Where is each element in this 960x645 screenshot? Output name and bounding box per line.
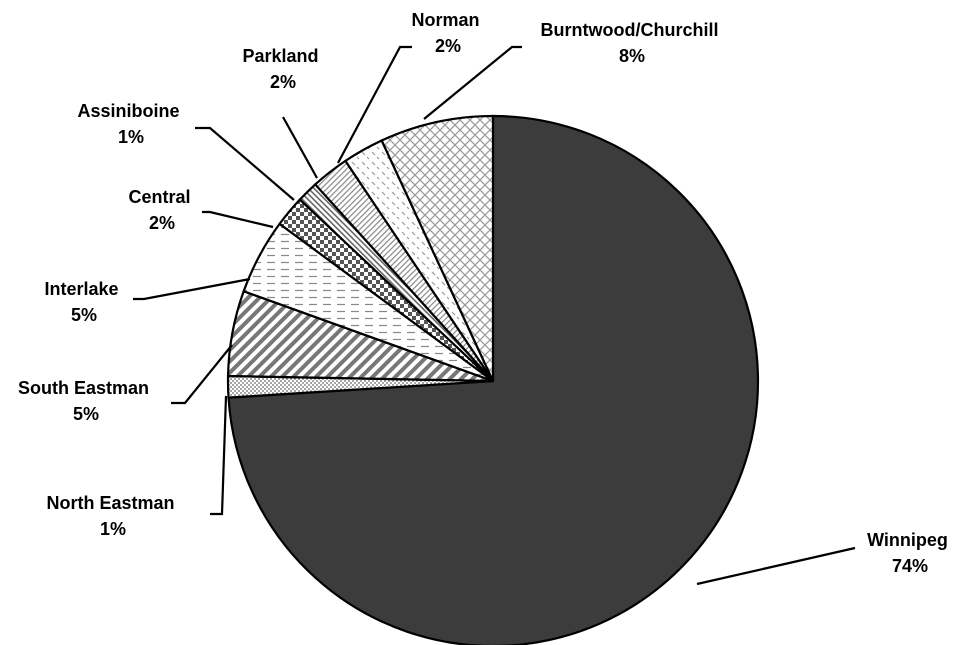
leader-burntwood <box>423 45 522 120</box>
leader-norman <box>337 45 412 164</box>
slice-burntwood-churchill <box>380 114 495 382</box>
leader-lines <box>133 45 856 586</box>
leader-central <box>202 210 274 229</box>
pie-slices <box>226 114 760 645</box>
leader-parkland <box>282 116 318 179</box>
leader-interlake <box>133 277 251 301</box>
label-south-eastman: South Eastman 5% <box>18 378 154 424</box>
label-norman: Norman 2% <box>411 10 484 56</box>
label-winnipeg: Winnipeg 74% <box>867 530 953 576</box>
leader-south-eastman <box>171 344 233 405</box>
label-burntwood-churchill: Burntwood/Churchill 8% <box>541 20 724 66</box>
slice-labels: Winnipeg 74% North Eastman 1% South East… <box>18 10 953 576</box>
leader-north-eastman <box>210 395 228 516</box>
leader-assiniboine <box>195 126 295 201</box>
label-north-eastman: North Eastman 1% <box>46 493 179 539</box>
label-parkland: Parkland 2% <box>242 46 323 92</box>
label-central: Central 2% <box>128 187 195 233</box>
leader-winnipeg <box>696 546 856 586</box>
label-interlake: Interlake 5% <box>44 279 123 325</box>
label-assiniboine: Assiniboine 1% <box>77 101 184 147</box>
